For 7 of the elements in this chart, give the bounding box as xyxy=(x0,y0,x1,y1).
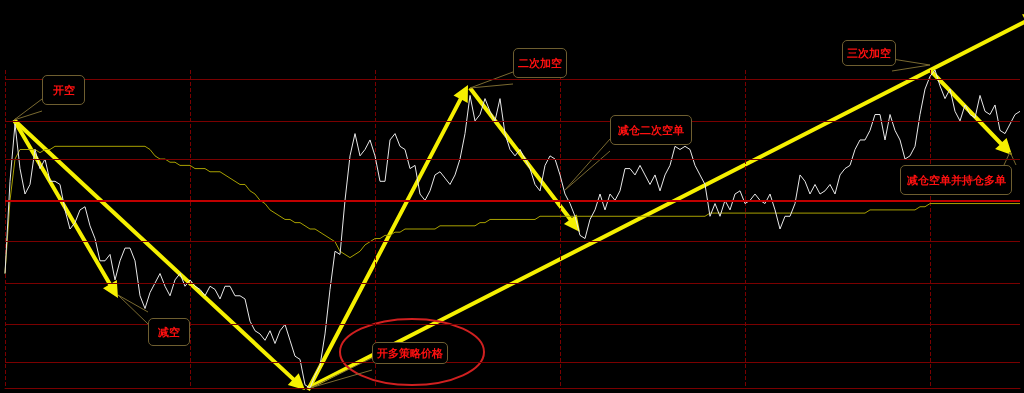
annotation: 开多策略价格 xyxy=(372,342,448,364)
annotation: 减仓空单并持仓多单 xyxy=(900,165,1012,195)
annotation: 减仓二次空单 xyxy=(610,115,692,145)
text: 三次加空 xyxy=(842,40,896,66)
annotation: 开空 xyxy=(42,75,85,105)
annotation: 减空 xyxy=(148,318,190,346)
text: 二次加空 xyxy=(513,48,567,78)
